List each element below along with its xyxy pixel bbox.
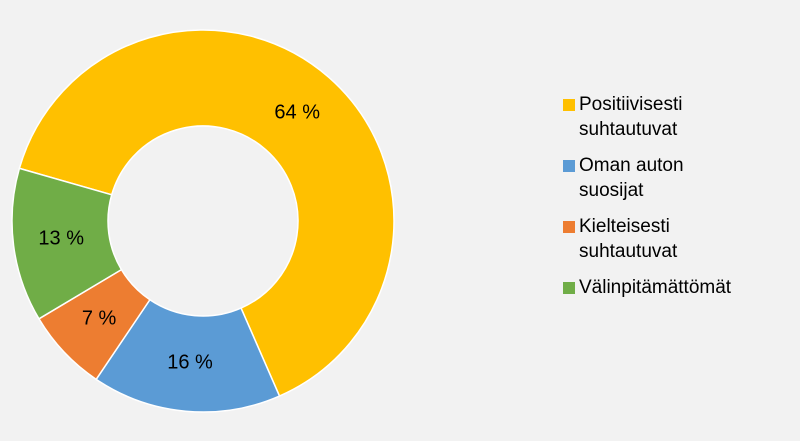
data-label: 16 % bbox=[167, 352, 213, 374]
legend-swatch bbox=[563, 221, 575, 233]
data-label: 13 % bbox=[38, 228, 84, 250]
legend-label: Kielteisesti suhtautuvat bbox=[579, 216, 678, 262]
legend-label: Oman auton suosijat bbox=[579, 155, 684, 201]
data-label: 64 % bbox=[274, 102, 320, 124]
legend-item: Välinpitämättömät bbox=[563, 275, 800, 300]
donut-segment bbox=[95, 298, 281, 413]
legend-swatch bbox=[563, 282, 575, 294]
legend-label: Välinpitämättömät bbox=[579, 277, 732, 298]
data-label: 7 % bbox=[82, 308, 117, 330]
donut-segment bbox=[18, 29, 395, 398]
legend-label: Positiivisesti suhtautuvat bbox=[579, 94, 683, 140]
legend-item: Positiivisesti suhtautuvat bbox=[563, 92, 800, 142]
legend-swatch bbox=[563, 160, 575, 172]
legend-swatch bbox=[563, 99, 575, 111]
donut-segment bbox=[11, 167, 123, 320]
legend: Positiivisesti suhtautuvat Oman auton suo… bbox=[563, 92, 800, 311]
legend-item: Kielteisesti suhtautuvat bbox=[563, 214, 800, 264]
chart: 64 % 16 % 7 % 13 % bbox=[11, 29, 395, 413]
legend-item: Oman auton suosijat bbox=[563, 153, 800, 203]
